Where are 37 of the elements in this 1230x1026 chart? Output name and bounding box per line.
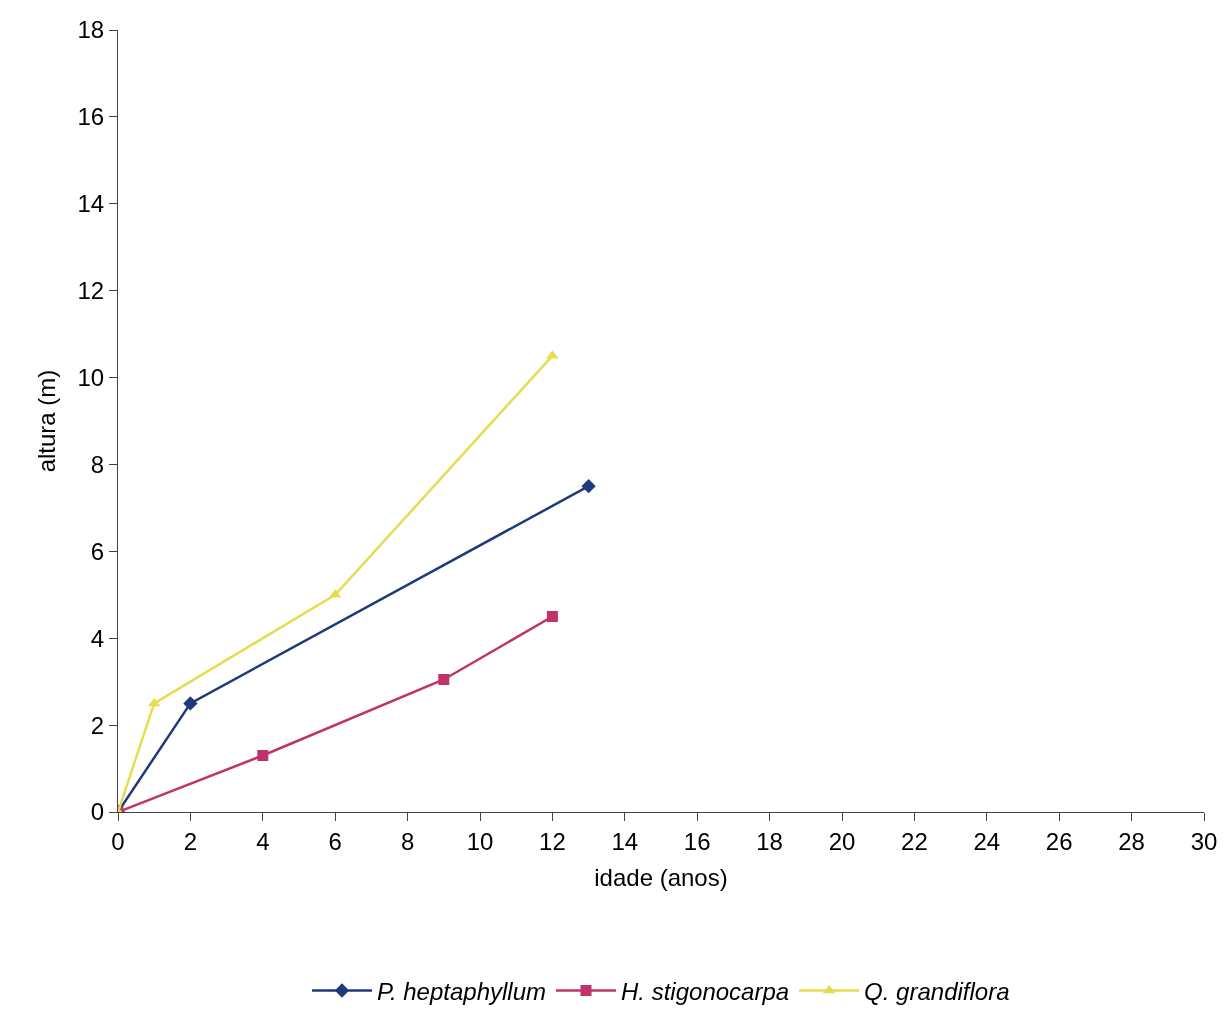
y-tick-label: 4 [90, 624, 105, 652]
y-tick-label: 0 [90, 798, 105, 826]
x-axis-title: idade (anos) [594, 864, 728, 892]
x-tick-label: 30 [1190, 827, 1218, 855]
y-tick-label: 18 [77, 16, 105, 44]
y-tick-label: 14 [77, 190, 105, 218]
x-tick-label: 2 [183, 827, 198, 855]
point [257, 750, 269, 762]
y-tick-label: 12 [77, 277, 105, 305]
y-tick-label: 8 [90, 450, 105, 478]
x-tick-label: 18 [756, 827, 783, 855]
point [581, 479, 596, 494]
x-tick-label: 6 [328, 827, 342, 855]
point [438, 673, 450, 685]
point [147, 697, 161, 707]
y-tick-label: 10 [77, 363, 105, 391]
y-tick-label: 2 [90, 711, 105, 739]
x-tick-label: 26 [1045, 827, 1073, 855]
x-tick-label: 22 [901, 827, 928, 855]
x-tick-label: 24 [973, 827, 1001, 855]
y-tick-label: 16 [77, 103, 105, 131]
x-tick-label: 10 [466, 827, 494, 855]
x-tick-label: 0 [111, 827, 125, 855]
x-tick-label: 12 [539, 827, 566, 855]
legend-label: H. stigonocarpa [621, 977, 790, 1005]
point [546, 611, 558, 622]
x-tick-label: 4 [256, 827, 270, 855]
y-axis-title: altura (m) [32, 369, 60, 473]
x-tick-label: 16 [683, 827, 711, 855]
y-tick-label: 6 [90, 537, 105, 565]
point [183, 696, 198, 711]
legend-label: P. heptaphyllum [377, 977, 547, 1005]
x-tick-label: 28 [1118, 827, 1145, 855]
x-tick-label: 8 [400, 827, 415, 855]
x-tick-label: 20 [828, 827, 856, 855]
x-tick-label: 14 [611, 827, 639, 855]
legend-label: Q. grandiflora [864, 977, 1010, 1005]
